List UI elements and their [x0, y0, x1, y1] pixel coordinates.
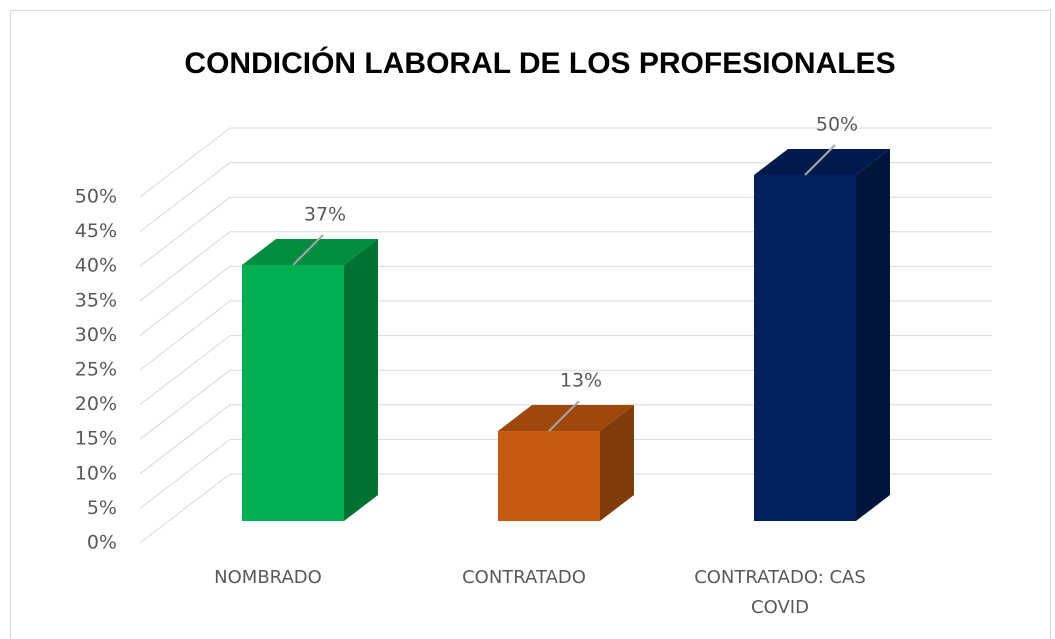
y-tick-label: 25% [75, 359, 117, 381]
x-tick-label: CONTRATADO: CAS COVID [694, 567, 866, 618]
bar [498, 431, 600, 521]
bar-top [498, 405, 634, 432]
data-label: 13% [560, 370, 602, 392]
bar-top [754, 149, 890, 175]
grid-line [139, 231, 231, 302]
grid-line [139, 473, 231, 544]
y-tick-label: 30% [75, 324, 117, 346]
bar-side [344, 238, 378, 521]
chart-border [10, 10, 1051, 639]
label-leader [804, 144, 836, 176]
y-tick-label: 35% [75, 289, 117, 311]
bar [242, 264, 344, 521]
y-tick-label: 10% [75, 462, 117, 484]
bar-side [600, 405, 634, 521]
y-tick-label: 20% [75, 393, 117, 415]
x-tick-label: NOMBRADO [214, 567, 322, 588]
grid-line [139, 266, 231, 336]
grid-line [139, 300, 231, 371]
bar-top [242, 238, 378, 265]
grid-line [139, 196, 231, 267]
grid-line [139, 404, 231, 475]
y-tick-label: 50% [75, 186, 117, 208]
data-label: 50% [816, 114, 858, 136]
bar-side [856, 149, 890, 521]
grid-line [139, 335, 231, 405]
bar [754, 175, 856, 521]
y-tick-label: 45% [75, 220, 117, 242]
x-tick-label: CONTRATADO [462, 567, 586, 588]
chart-title: CONDICIÓN LABORAL DE LOS PROFESIONALES [184, 46, 895, 80]
data-label: 37% [304, 203, 346, 225]
label-leader [548, 400, 580, 432]
grid-line [139, 162, 231, 232]
grid-line [139, 439, 231, 509]
label-leader [292, 234, 324, 266]
y-tick-label: 5% [87, 497, 117, 519]
grid-line [139, 127, 231, 198]
y-tick-label: 0% [87, 532, 117, 554]
y-tick-label: 40% [75, 255, 117, 277]
y-tick-label: 15% [75, 428, 117, 450]
grid-line [139, 369, 231, 440]
